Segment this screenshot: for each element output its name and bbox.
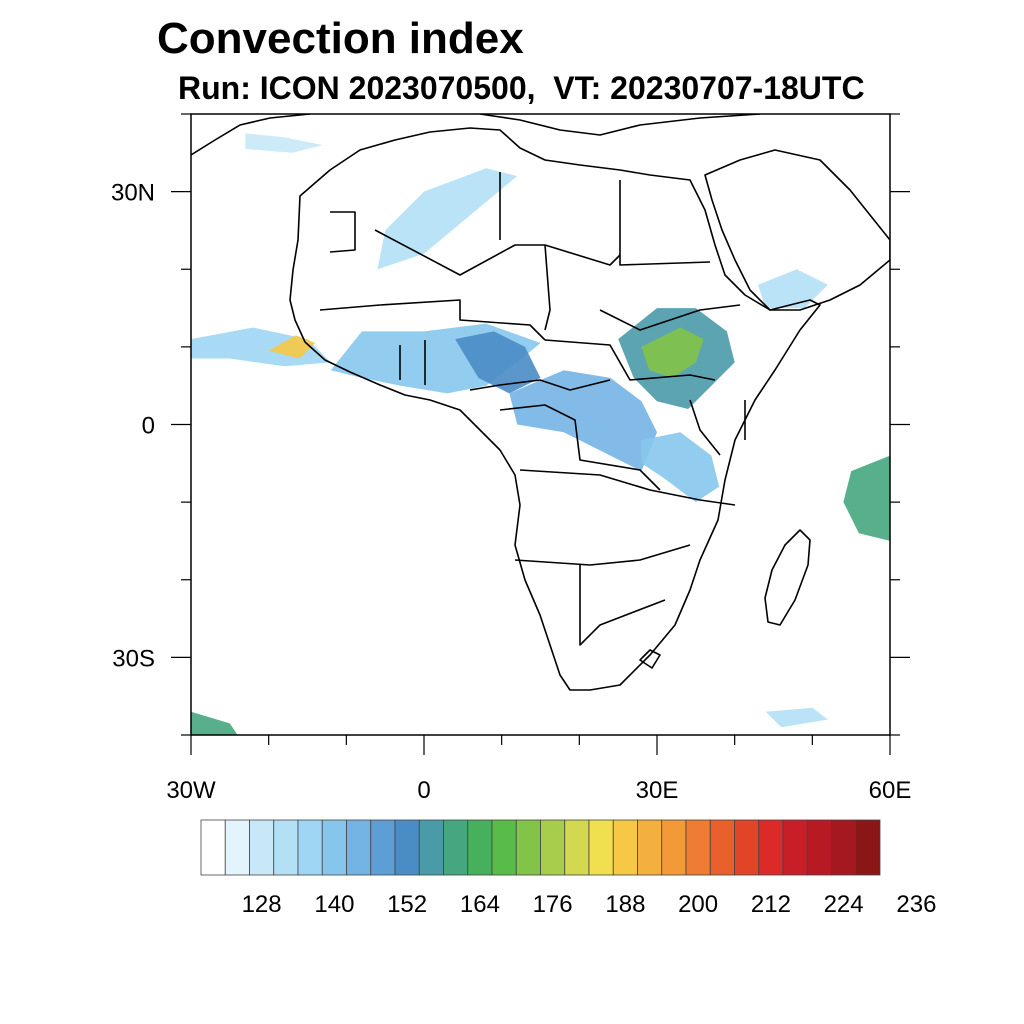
lon-tick-label: 60E: [869, 777, 912, 804]
colorbar-label: 224: [824, 891, 864, 918]
colorbar-swatch: [297, 819, 323, 876]
convection-area-nigeria-cameroon: [455, 331, 541, 394]
convection-area-sw-corner: [191, 711, 238, 735]
colorbar-swatch: [564, 819, 590, 876]
lon-tick-label: 0: [417, 777, 430, 804]
convection-area-central-africa: [509, 370, 657, 472]
border: [514, 544, 691, 566]
colorbar: [200, 819, 881, 876]
convection-area-east-africa-tail: [641, 432, 720, 503]
colorbar-swatch: [346, 819, 372, 876]
lat-tick-label: 30S: [112, 645, 155, 672]
border: [319, 304, 381, 311]
colorbar-label: 236: [896, 891, 936, 918]
colorbar-swatch: [515, 819, 541, 876]
colorbar-swatch: [661, 819, 687, 876]
colorbar-swatch: [758, 819, 784, 876]
lat-tick-label: 30N: [111, 180, 155, 207]
border: [544, 244, 551, 331]
africa-coastline: [289, 127, 821, 691]
colorbar-swatch: [273, 819, 299, 876]
border: [499, 404, 661, 491]
colorbar-swatch: [612, 819, 638, 876]
convection-area-south-streak: [765, 707, 828, 728]
madagascar-coastline: [764, 529, 811, 626]
border: [374, 229, 621, 276]
colorbar-swatch: [588, 819, 614, 876]
convection-area-madagascar-east: [843, 455, 890, 541]
country-borders: [191, 114, 890, 691]
colorbar-swatch: [855, 819, 881, 876]
colorbar-label: 140: [314, 891, 354, 918]
colorbar-label: 200: [678, 891, 718, 918]
convection-layer: [191, 133, 890, 735]
lon-tick-label: 30W: [166, 777, 216, 804]
border: [329, 211, 356, 253]
colorbar-label: 164: [460, 891, 500, 918]
axis-ticks: [171, 113, 910, 755]
colorbar-swatch: [394, 819, 420, 876]
border: [639, 649, 661, 669]
border: [519, 469, 736, 506]
border: [689, 399, 721, 456]
colorbar-swatch: [443, 819, 469, 876]
convection-area-ethiopia-core: [641, 327, 704, 378]
colorbar-label: 188: [605, 891, 645, 918]
colorbar-swatch: [637, 819, 663, 876]
colorbar-label: 152: [387, 891, 427, 918]
border: [579, 565, 666, 646]
europe-coastline-east: [479, 114, 761, 136]
border: [544, 339, 716, 381]
border: [599, 304, 741, 331]
lon-tick-label: 30E: [636, 777, 679, 804]
europe-coastline: [191, 114, 311, 156]
convection-area-north-streak: [245, 133, 323, 153]
convection-area-sahara-streak: [377, 168, 518, 270]
colorbar-label: 212: [751, 891, 791, 918]
border: [379, 299, 546, 341]
colorbar-swatch: [418, 819, 444, 876]
colorbar-swatch: [249, 819, 275, 876]
colorbar-swatch: [491, 819, 517, 876]
colorbar-labels: 128 140 152 164 176 188 200 212 224 236: [242, 891, 937, 918]
colorbar-swatch: [467, 819, 493, 876]
colorbar-swatch: [685, 819, 711, 876]
colorbar-swatch: [224, 819, 250, 876]
colorbar-swatch: [806, 819, 832, 876]
colorbar-swatch: [782, 819, 808, 876]
convection-area-arabia-patches: [758, 269, 828, 309]
colorbar-swatch: [321, 819, 347, 876]
colorbar-label: 128: [242, 891, 282, 918]
colorbar-swatch: [831, 819, 857, 876]
map-subtitle: Run: ICON 2023070500, VT: 20230707-18UTC: [178, 70, 865, 106]
colorbar-swatch: [734, 819, 760, 876]
map-title: Convection index: [157, 14, 524, 63]
colorbar-label: 176: [533, 891, 573, 918]
axis-labels: 30N 0 30S 30W 0 30E 60E: [111, 180, 911, 804]
convection-area-guinea-core: [268, 335, 316, 359]
colorbar-swatch: [370, 819, 396, 876]
border: [469, 379, 611, 391]
colorbar-swatch: [200, 819, 226, 876]
lat-tick-label: 0: [142, 413, 155, 440]
colorbar-swatch: [540, 819, 566, 876]
colorbar-swatch: [709, 819, 735, 876]
arabia-coastline: [704, 149, 890, 311]
border: [619, 180, 711, 266]
